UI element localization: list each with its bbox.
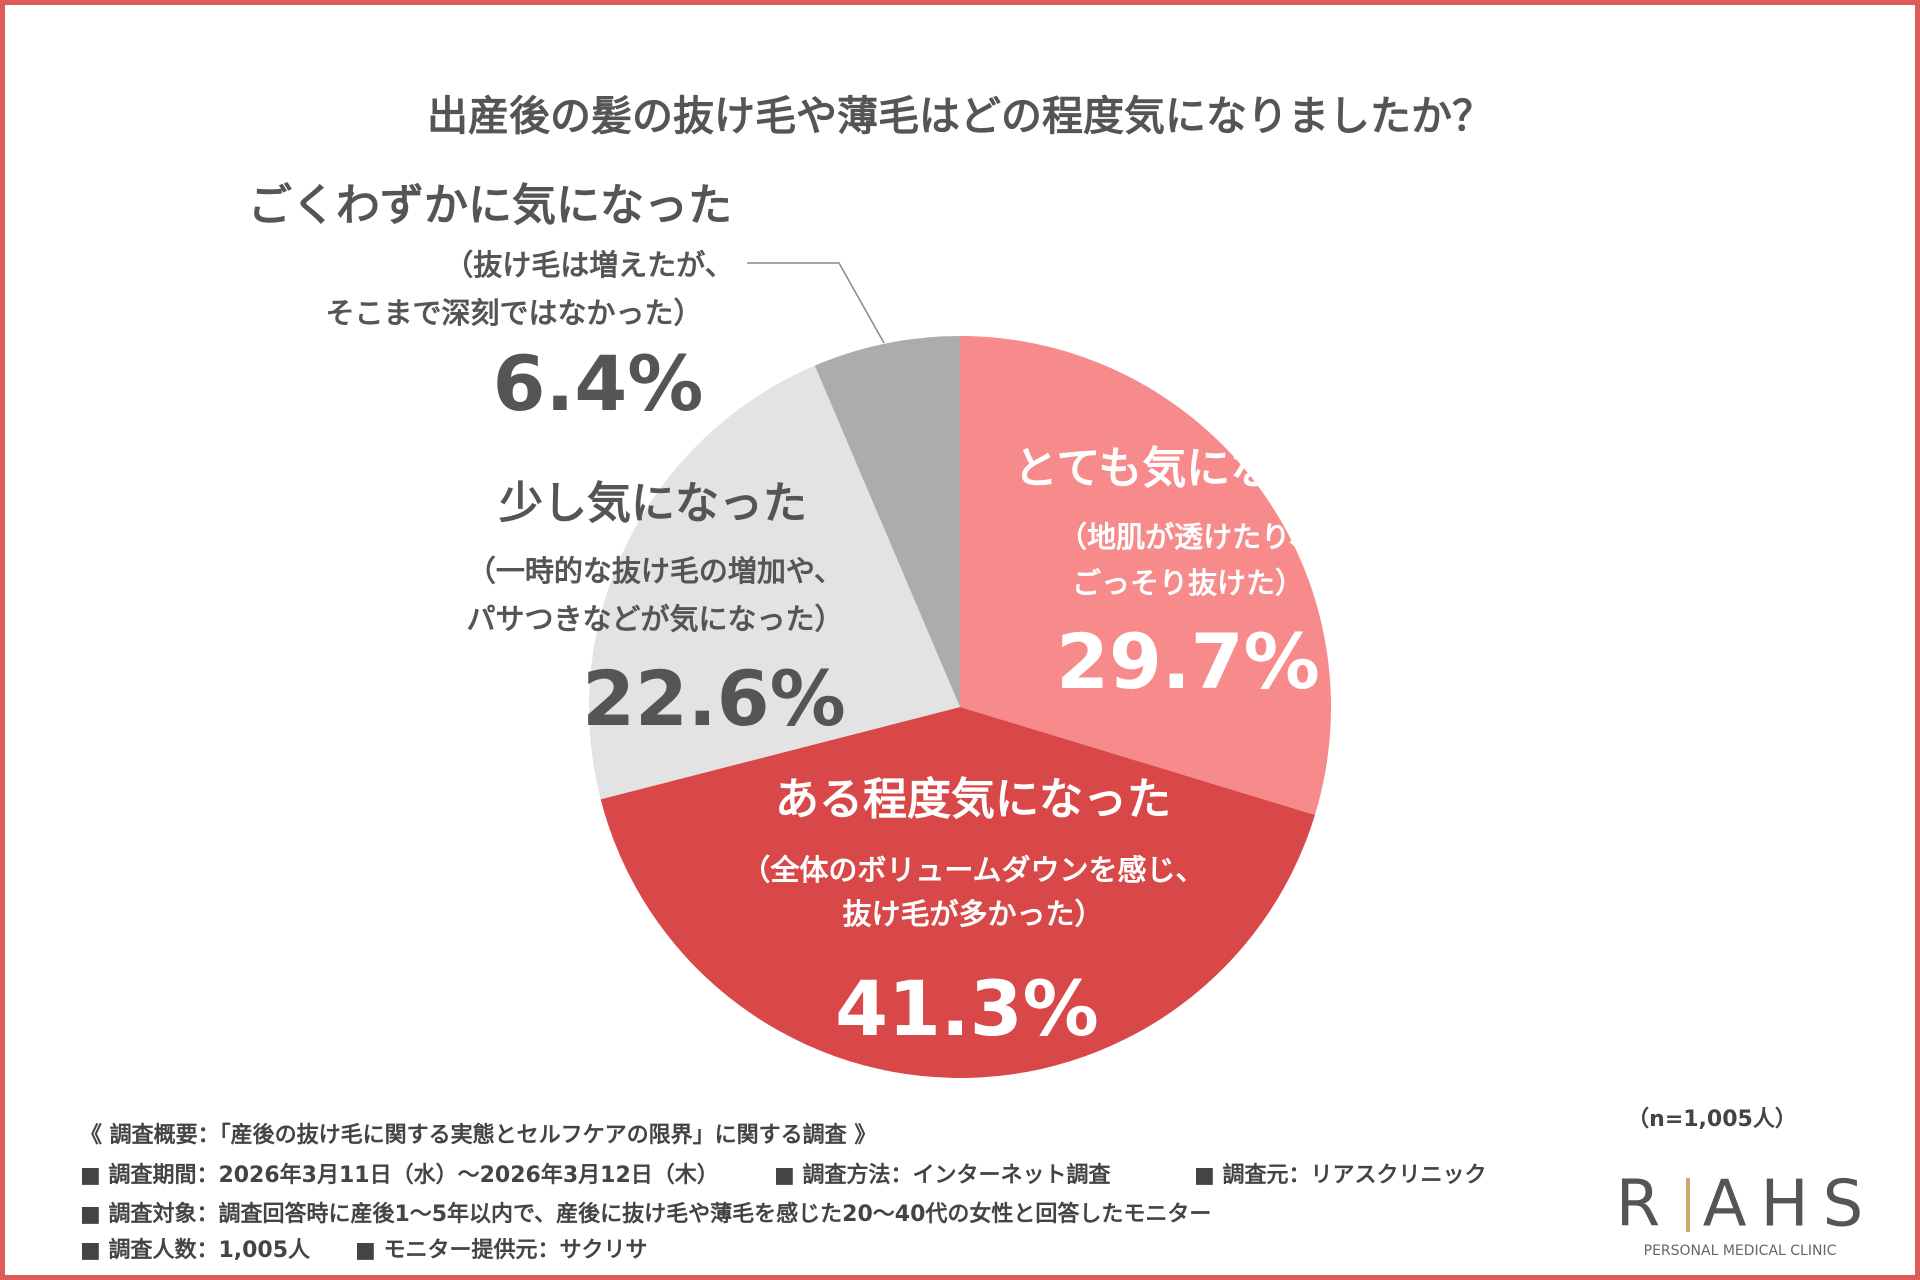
notes: 《 調査概要：「産後の抜け毛に関する実態とセルフケアの限界」に関する調査 》 ■ …	[80, 1122, 1486, 1263]
slice-description: （一時的な抜け毛の増加や、	[467, 554, 843, 588]
slice-label: 少し気になった	[499, 478, 807, 529]
labels: とても気になった （地肌が透けたり、ごっそり抜けた） 29.7% ある程度気になった （…	[248, 180, 1362, 1053]
note: ■ モニター提供元：サクリサ	[355, 1237, 647, 1263]
slice-label: ごくわずかに気になった	[248, 180, 732, 231]
slice-description: パサつきなどが気になった）	[466, 602, 843, 636]
slice-label: ある程度気になった	[775, 774, 1171, 825]
pie	[589, 336, 1331, 1079]
logo-right: AHS	[1703, 1168, 1878, 1242]
note: ■ 調査期間：2026年3月11日（水）～2026年3月12日（木）	[80, 1162, 719, 1188]
slice-description: ごっそり抜けた）	[1072, 566, 1304, 600]
pie-slice	[589, 365, 960, 800]
value-label: 29.7%	[1056, 617, 1320, 706]
slice-label: とても気になった	[1014, 443, 1362, 494]
pie-slice	[960, 336, 1331, 815]
slice-description: そこまで深刻ではなかった）	[325, 296, 702, 330]
slice-description: （抜け毛は増えたが、	[444, 248, 733, 282]
pie-slice	[814, 336, 960, 707]
note: ■ 調査対象：調査回答時に産後1～5年以内で、産後に抜け毛や薄毛を感じた20～4…	[80, 1201, 1211, 1227]
value-label: 41.3%	[835, 964, 1099, 1053]
logo-tagline: PERSONAL MEDICAL CLINIC	[1644, 1243, 1837, 1259]
pie-slice	[600, 707, 1315, 1079]
slice-description: （地肌が透けたり、	[1058, 520, 1318, 554]
value-label: 6.4%	[493, 339, 704, 428]
slice-description: 抜け毛が多かった）	[842, 897, 1103, 931]
value-label: 22.6%	[582, 654, 846, 743]
logo-left: R	[1616, 1168, 1660, 1242]
sample-size: （n=1,005人）	[1627, 1107, 1797, 1132]
note: ■ 調査人数：1,005人	[80, 1237, 310, 1263]
note: 《 調査概要：「産後の抜け毛に関する実態とセルフケアの限界」に関する調査 》	[80, 1122, 876, 1148]
note: ■ 調査方法：インターネット調査	[774, 1162, 1111, 1188]
slice-description: （全体のボリュームダウンを感じ、	[741, 853, 1204, 887]
chart-title: 出産後の髪の抜け毛や薄毛はどの程度気になりましたか？	[427, 92, 1493, 140]
leader-line	[747, 262, 885, 344]
note: ■ 調査元：リアスクリニック	[1194, 1162, 1486, 1188]
